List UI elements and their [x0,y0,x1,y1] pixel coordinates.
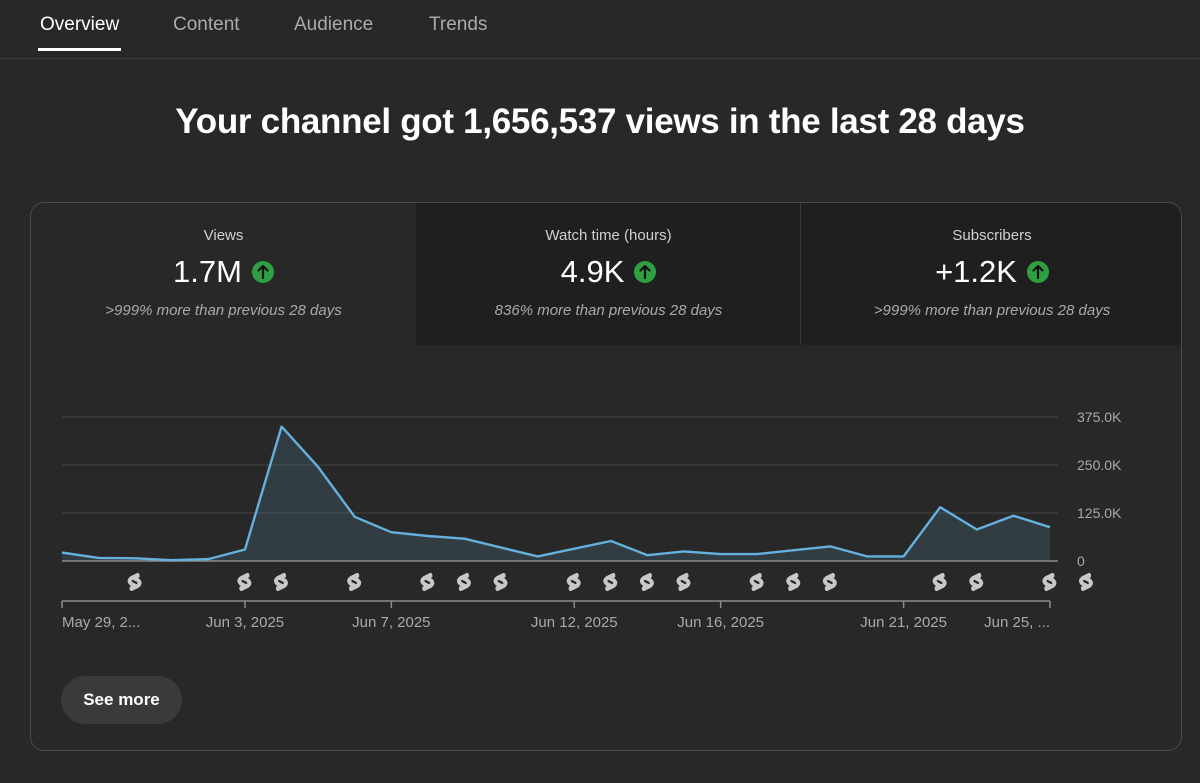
shorts-icon [969,573,984,591]
shorts-icon [566,573,581,591]
area-fill [62,426,1050,561]
shorts-icon [493,573,508,591]
arrow-up-icon [1026,261,1049,283]
metric-tab-watch-time[interactable]: Watch time (hours) 4.9K 836% more than p… [416,203,801,345]
shorts-icon [273,573,288,591]
y-tick-label: 375.0K [1077,409,1122,425]
metric-change: >999% more than previous 28 days [105,302,342,319]
shorts-icon [1042,573,1057,591]
arrow-up-icon [251,261,274,283]
shorts-icon [456,573,471,591]
metric-label: Watch time (hours) [545,227,672,244]
x-tick-label: Jun 7, 2025 [352,614,430,631]
metric-tab-subscribers[interactable]: Subscribers +1.2K >999% more than previo… [800,203,1181,345]
x-tick-label: May 29, 2... [62,614,140,631]
shorts-icon [639,573,654,591]
y-tick-label: 125.0K [1077,505,1122,521]
metric-value: 4.9K [560,254,625,289]
x-tick-label: Jun 21, 2025 [860,614,947,631]
shorts-icon [603,573,618,591]
shorts-icon [1079,573,1093,591]
x-tick-label: Jun 3, 2025 [206,614,284,631]
shorts-icon [347,573,362,591]
x-tick-label: Jun 12, 2025 [531,614,618,631]
tab-content[interactable]: Content [173,14,240,35]
metric-label: Subscribers [952,227,1032,244]
metric-change: 836% more than previous 28 days [494,302,723,319]
metric-value: 1.7M [173,254,242,289]
views-chart: 375.0K 250.0K 125.0K 0 May 29, 2... Jun 3, 20… [61,409,1122,631]
shorts-icon [749,573,764,591]
y-tick-label: 250.0K [1077,457,1122,473]
page-title: Your channel got 1,656,537 views in the … [175,102,1025,141]
metric-tab-views[interactable]: Views 1.7M >999% more than previous 28 d… [31,203,416,345]
see-more-button[interactable]: See more [61,676,182,724]
metric-change: >999% more than previous 28 days [873,302,1111,319]
x-tick-label: Jun 25, ... [984,614,1050,631]
series-line [61,425,1051,562]
tab-trends[interactable]: Trends [429,14,488,35]
tab-bar: Overview Content Audience Trends [0,0,1200,59]
shorts-icon [676,573,691,591]
metric-value: +1.2K [935,254,1017,289]
x-tick-label: Jun 16, 2025 [677,614,764,631]
y-tick-label: 0 [1077,553,1085,569]
arrow-up-icon [634,261,657,283]
shorts-icon [127,573,142,591]
shorts-icon [420,573,435,591]
metric-label: Views [203,227,244,244]
shorts-icon [786,573,801,591]
shorts-icon [932,573,947,591]
shorts-icon [237,573,252,591]
analytics-card: Views 1.7M >999% more than previous 28 d… [30,202,1182,751]
tab-overview[interactable]: Overview [37,14,122,51]
tab-audience[interactable]: Audience [294,14,374,35]
shorts-icon [822,573,837,591]
